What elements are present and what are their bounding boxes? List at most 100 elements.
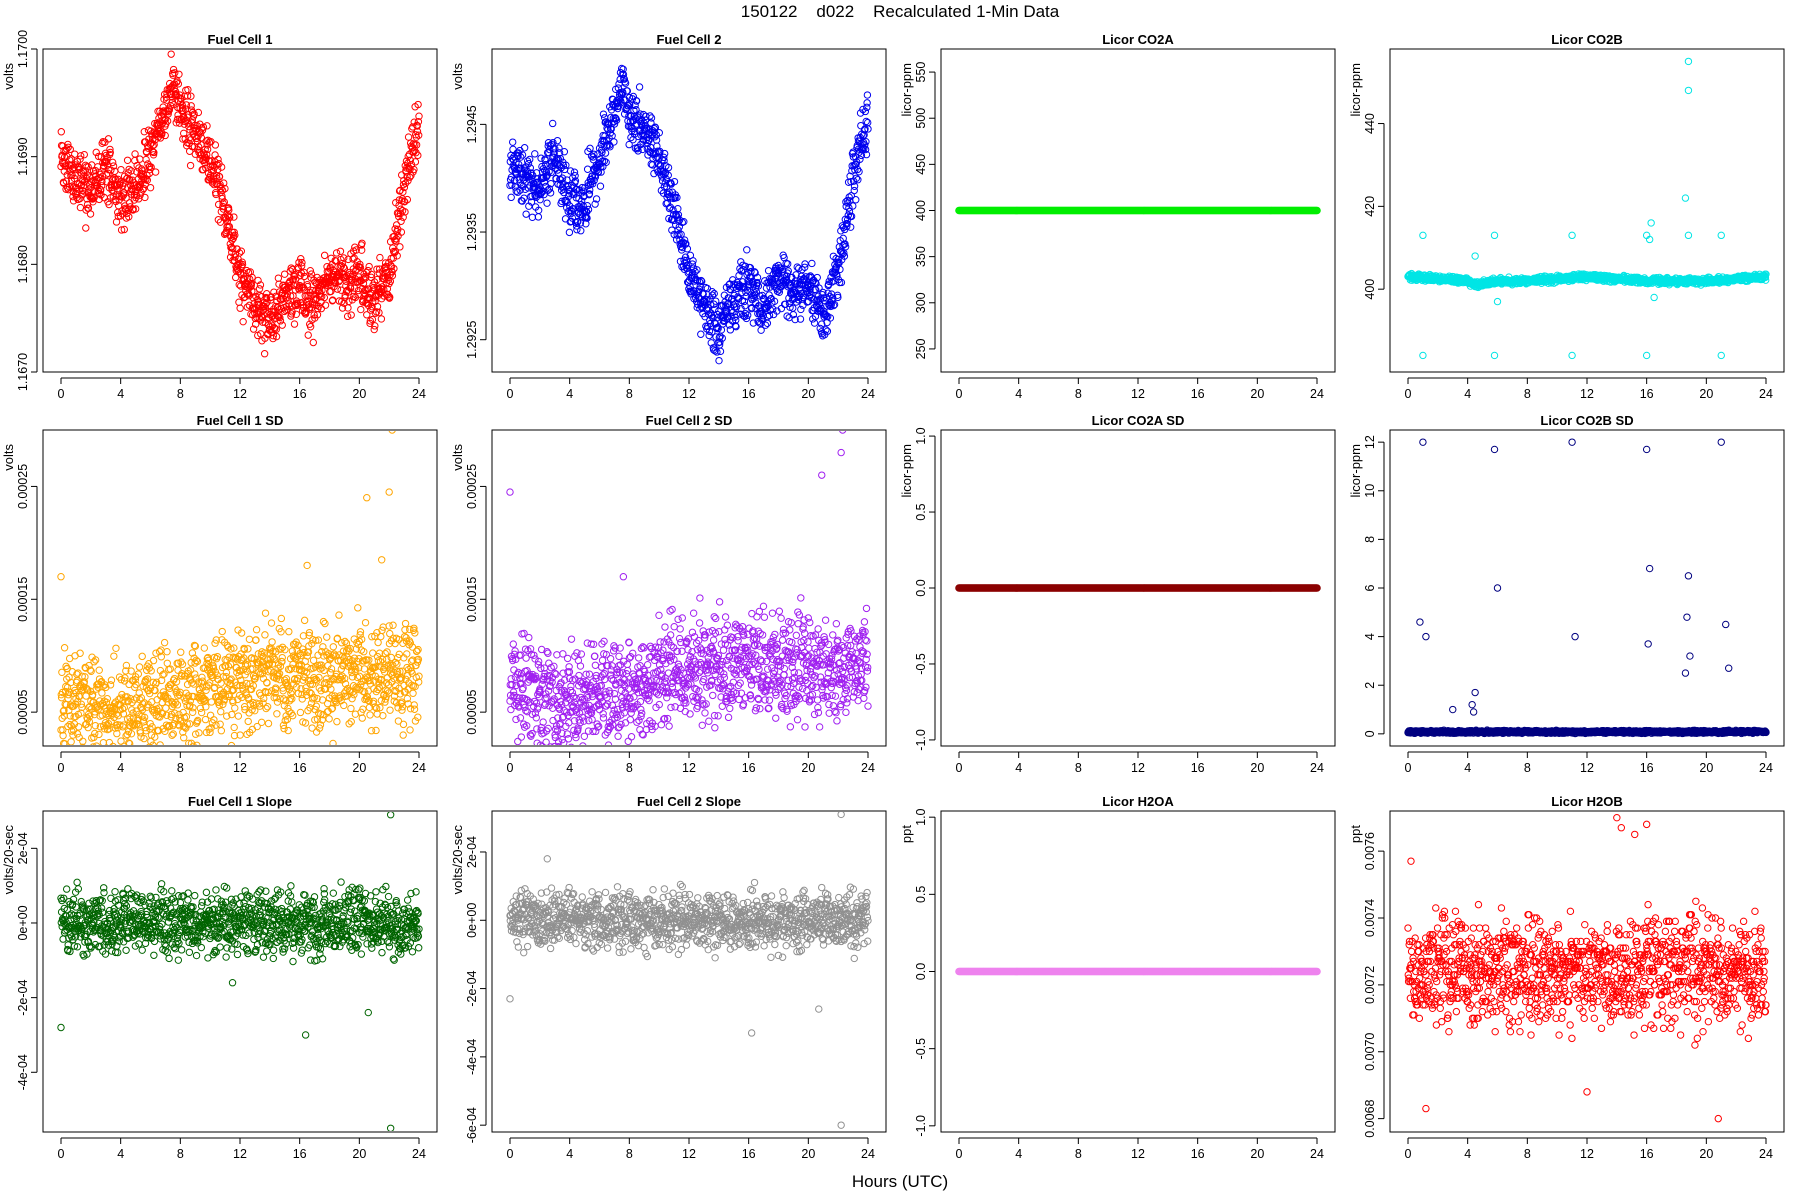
data-point	[237, 262, 246, 270]
data-point	[172, 678, 181, 686]
data-point	[276, 662, 285, 671]
data-point	[283, 715, 292, 724]
data-point	[415, 112, 423, 120]
data-point	[565, 228, 574, 237]
data-point	[238, 258, 246, 266]
data-point	[742, 314, 751, 323]
data-point	[571, 177, 580, 185]
data-point	[77, 709, 85, 717]
data-point	[650, 124, 658, 133]
data-point	[193, 657, 202, 666]
data-point	[413, 127, 422, 136]
data-point	[210, 653, 219, 662]
data-point	[591, 200, 599, 208]
data-point	[163, 647, 171, 656]
data-point	[143, 675, 152, 683]
data-point	[710, 289, 718, 298]
data-point	[169, 65, 178, 74]
data-point	[292, 310, 300, 318]
data-point	[346, 284, 355, 293]
data-point	[74, 723, 83, 731]
data-point	[586, 186, 594, 194]
data-point	[121, 674, 129, 682]
data-point	[355, 263, 364, 271]
data-point	[534, 206, 543, 215]
data-point	[89, 198, 97, 206]
data-point	[332, 257, 340, 265]
data-point	[585, 190, 594, 198]
data-point	[520, 144, 529, 152]
data-point	[163, 117, 172, 125]
data-point	[288, 695, 296, 703]
data-point	[98, 177, 106, 186]
data-point	[269, 331, 277, 340]
data-point	[305, 631, 313, 640]
data-point	[845, 204, 853, 212]
data-point	[586, 144, 594, 153]
data-point	[384, 276, 393, 284]
data-point	[227, 741, 236, 745]
data-point	[680, 236, 689, 244]
data-point	[571, 172, 579, 180]
outlier-point	[1717, 231, 1725, 240]
data-point	[836, 265, 844, 274]
data-point	[278, 321, 286, 329]
data-point	[226, 660, 235, 668]
data-point	[97, 182, 106, 190]
data-point	[829, 301, 838, 310]
data-point	[167, 50, 175, 58]
data-point	[845, 207, 854, 216]
data-point	[79, 737, 87, 745]
data-point	[236, 304, 244, 312]
data-point	[58, 668, 66, 676]
data-point	[514, 160, 523, 169]
data-point	[365, 262, 373, 271]
data-point	[652, 149, 660, 157]
data-point	[757, 326, 765, 334]
data-point	[171, 69, 179, 77]
data-point	[71, 171, 79, 180]
data-point	[308, 724, 316, 732]
data-point	[340, 264, 349, 273]
data-point	[142, 155, 150, 164]
data-point	[528, 175, 536, 183]
data-point	[825, 277, 833, 286]
data-point	[512, 187, 520, 195]
data-point	[216, 218, 225, 226]
data-point	[610, 138, 618, 146]
y-tick-label: 440	[1363, 113, 1377, 134]
data-point	[267, 619, 276, 627]
data-point	[295, 662, 303, 670]
data-point	[281, 716, 289, 725]
data-point	[851, 166, 859, 174]
data-point	[268, 638, 276, 646]
data-point	[172, 748, 178, 754]
data-point	[281, 645, 289, 654]
outlier-point	[1684, 231, 1693, 240]
data-point	[133, 720, 141, 728]
x-axis: 0 4 8 12 16 20 24	[507, 377, 875, 401]
data-point	[197, 708, 206, 717]
data-point	[770, 297, 779, 306]
data-point	[253, 310, 261, 318]
data-point	[66, 145, 74, 153]
data-point	[861, 145, 870, 154]
data-point	[157, 646, 165, 654]
data-point	[249, 325, 258, 333]
data-point	[535, 187, 544, 195]
data-point	[260, 649, 269, 657]
x-tick-label: 16	[742, 387, 756, 401]
data-point	[536, 195, 544, 204]
data-point	[86, 210, 95, 218]
data-point	[130, 196, 138, 204]
data-point	[286, 292, 295, 300]
data-point	[712, 297, 720, 305]
data-point	[132, 761, 138, 767]
data-point	[619, 70, 628, 79]
data-point	[120, 703, 128, 712]
data-point	[361, 274, 370, 282]
data-point	[234, 695, 242, 704]
data-point	[373, 265, 381, 273]
data-point	[855, 167, 863, 176]
data-point	[583, 214, 591, 222]
